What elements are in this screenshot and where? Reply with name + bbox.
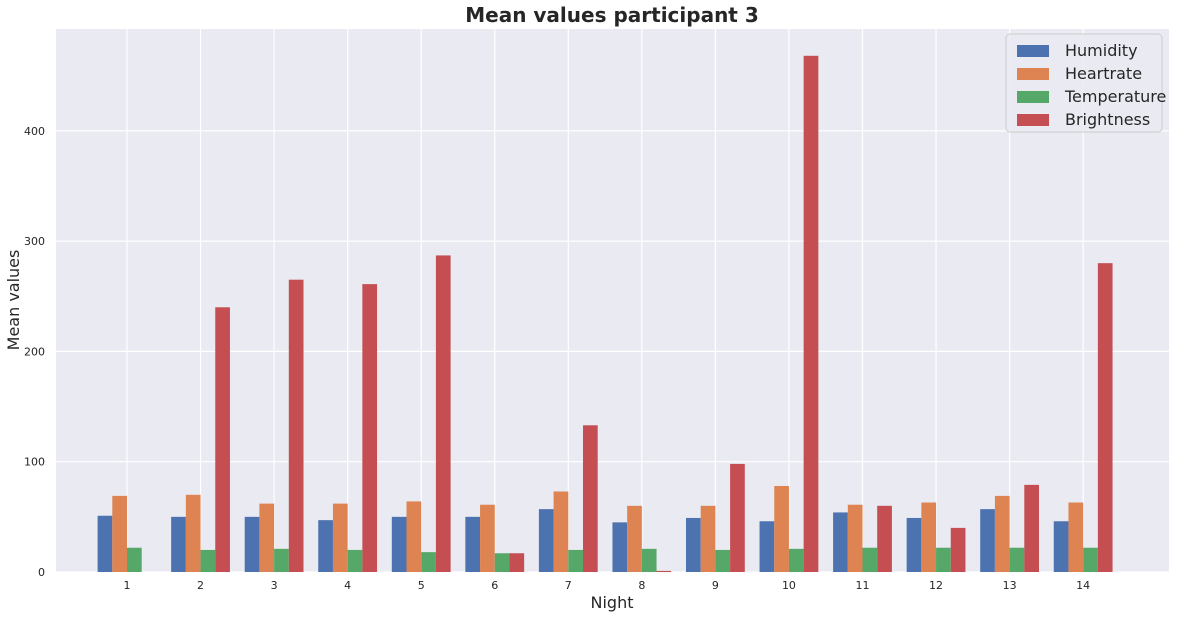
- bar-brightness-8: [656, 570, 672, 572]
- bar-humidity-7: [538, 509, 554, 572]
- bar-humidity-3: [244, 516, 260, 572]
- bar-heartrate-7: [553, 491, 569, 572]
- x-tick-label: 3: [271, 579, 278, 592]
- x-tick-label: 14: [1076, 579, 1090, 592]
- y-tick-label: 0: [38, 566, 45, 579]
- bar-brightness-9: [730, 463, 745, 572]
- bar-humidity-2: [171, 516, 186, 572]
- bar-humidity-11: [833, 512, 848, 572]
- legend-label-brightness: Brightness: [1065, 110, 1150, 129]
- bar-temperature-13: [1009, 547, 1025, 572]
- x-tick-label: 7: [565, 579, 572, 592]
- x-tick-labels: 1 2 3 4 5 6 7 8 9 10 11 12 13 14: [124, 579, 1091, 592]
- x-axis-label: Night: [591, 593, 634, 612]
- bar-humidity-14: [1053, 521, 1069, 572]
- bar-temperature-1: [127, 547, 142, 572]
- bar-brightness-2: [215, 307, 230, 572]
- bars: [97, 55, 1113, 573]
- bar-temperature-4: [347, 549, 363, 572]
- bar-brightness-14: [1097, 263, 1113, 572]
- bar-brightness-11: [877, 505, 892, 572]
- bar-temperature-11: [862, 547, 878, 572]
- x-tick-label: 1: [124, 579, 131, 592]
- y-tick-label: 400: [24, 125, 45, 138]
- x-tick-label: 4: [344, 579, 351, 592]
- bar-heartrate-12: [921, 502, 937, 572]
- bar-brightness-4: [362, 284, 378, 572]
- legend-swatch-brightness: [1017, 114, 1049, 126]
- bar-heartrate-14: [1068, 502, 1084, 572]
- bar-humidity-5: [391, 516, 407, 572]
- bar-humidity-6: [465, 516, 481, 572]
- bar-brightness-13: [1024, 484, 1039, 572]
- y-tick-label: 200: [24, 345, 45, 358]
- bar-heartrate-9: [700, 505, 716, 572]
- legend-swatch-heartrate: [1017, 68, 1049, 80]
- plot-area: [56, 29, 1169, 572]
- bar-humidity-13: [980, 509, 995, 572]
- x-tick-label: 9: [712, 579, 719, 592]
- x-tick-label: 2: [197, 579, 204, 592]
- x-tick-label: 5: [418, 579, 425, 592]
- bar-temperature-12: [936, 547, 951, 572]
- bar-heartrate-5: [406, 501, 422, 572]
- chart-title: Mean values participant 3: [465, 3, 759, 27]
- bar-heartrate-3: [259, 503, 275, 572]
- bar-temperature-2: [200, 549, 216, 572]
- bar-humidity-12: [906, 517, 922, 572]
- y-axis-label: Mean values: [4, 250, 23, 351]
- legend: Humidity Heartrate Temperature Brightness: [1005, 33, 1166, 133]
- bar-humidity-8: [612, 522, 628, 572]
- bar-brightness-10: [803, 55, 819, 573]
- x-tick-label: 8: [638, 579, 645, 592]
- legend-box: [1005, 33, 1163, 133]
- bar-heartrate-2: [185, 494, 201, 572]
- bar-brightness-5: [435, 255, 451, 572]
- bar-temperature-5: [421, 552, 436, 572]
- legend-swatch-temperature: [1017, 91, 1049, 103]
- x-tick-label: 6: [491, 579, 498, 592]
- x-tick-label: 13: [1003, 579, 1017, 592]
- bar-temperature-9: [715, 549, 731, 572]
- bar-humidity-9: [686, 517, 701, 572]
- bar-humidity-1: [97, 515, 113, 572]
- legend-label-temperature: Temperature: [1064, 87, 1166, 106]
- bar-brightness-12: [950, 527, 966, 572]
- bar-heartrate-10: [774, 485, 789, 572]
- bar-heartrate-11: [847, 504, 863, 572]
- bar-temperature-8: [641, 548, 657, 572]
- bar-heartrate-8: [627, 505, 642, 572]
- legend-label-humidity: Humidity: [1065, 41, 1138, 60]
- x-tick-label: 11: [856, 579, 870, 592]
- y-tick-labels: 0 100 200 300 400: [24, 125, 45, 579]
- bar-temperature-10: [788, 548, 804, 572]
- y-tick-label: 300: [24, 235, 45, 248]
- bar-brightness-3: [288, 279, 304, 572]
- x-tick-label: 10: [782, 579, 796, 592]
- bar-temperature-6: [494, 553, 510, 572]
- bar-brightness-7: [583, 425, 598, 572]
- bar-brightness-6: [509, 553, 525, 572]
- x-tick-label: 12: [929, 579, 943, 592]
- bar-humidity-4: [318, 520, 333, 572]
- bar-temperature-3: [274, 548, 289, 572]
- legend-label-heartrate: Heartrate: [1065, 64, 1142, 83]
- bar-humidity-10: [759, 521, 775, 572]
- bar-heartrate-6: [480, 504, 495, 572]
- bar-temperature-14: [1083, 547, 1098, 572]
- bar-heartrate-4: [332, 503, 348, 572]
- bar-heartrate-1: [112, 495, 127, 572]
- legend-swatch-humidity: [1017, 45, 1049, 57]
- bar-heartrate-13: [994, 495, 1010, 572]
- bar-temperature-7: [568, 549, 583, 572]
- y-tick-label: 100: [24, 456, 45, 469]
